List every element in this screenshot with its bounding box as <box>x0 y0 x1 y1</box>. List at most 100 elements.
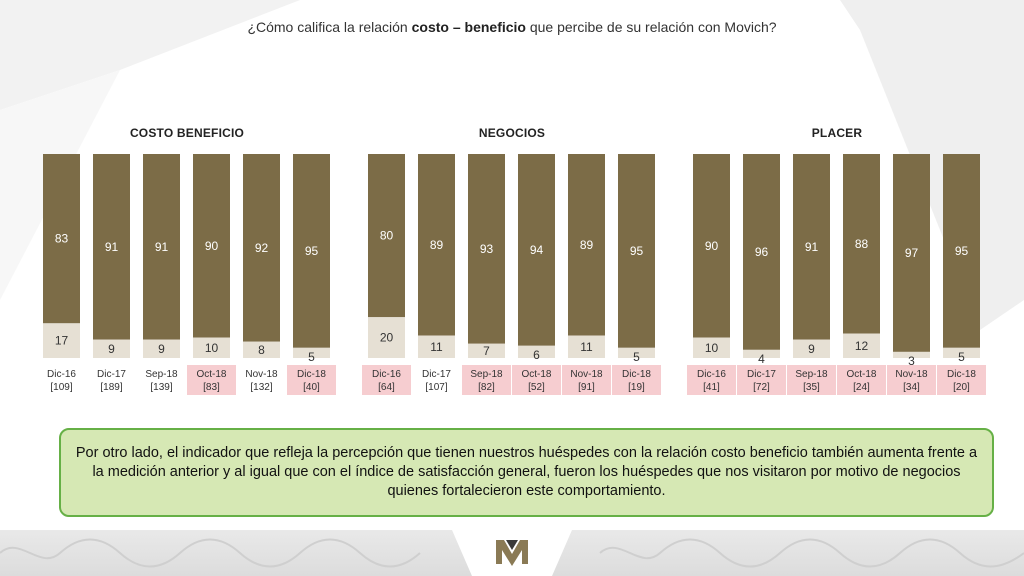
data-label-bottom: 10 <box>705 341 719 355</box>
data-label-top: 89 <box>430 238 444 252</box>
label-highlight <box>837 365 886 395</box>
label-highlight <box>687 365 736 395</box>
commentary-text: Por otro lado, el indicador que refleja … <box>75 445 978 499</box>
category-label: Dic-17 <box>747 369 776 380</box>
data-label-bottom: 20 <box>380 331 394 345</box>
bar-segment-bottom <box>93 339 130 358</box>
data-label-top: 95 <box>955 244 969 258</box>
bar-segment-bottom <box>793 339 830 358</box>
base-size-label: [72] <box>753 382 770 393</box>
data-label-top: 80 <box>380 229 394 243</box>
bar-segment-top <box>43 154 80 324</box>
data-label-bottom: 9 <box>808 342 815 356</box>
bar-segment-top <box>743 154 780 350</box>
title-pre: ¿Cómo califica la relación <box>247 19 412 35</box>
data-label-bottom: 6 <box>533 348 540 362</box>
category-label: Dic-18 <box>947 369 976 380</box>
bar-segment-top <box>793 154 830 340</box>
bar-segment-bottom <box>943 347 980 358</box>
base-size-label: [64] <box>378 382 395 393</box>
bar-segment-bottom <box>518 345 555 358</box>
base-size-label: [34] <box>903 382 920 393</box>
label-highlight <box>887 365 936 395</box>
label-highlight <box>287 365 336 395</box>
data-label-top: 89 <box>580 238 594 252</box>
base-size-label: [83] <box>203 382 220 393</box>
bar-segment-top <box>943 154 980 348</box>
base-size-label: [24] <box>853 382 870 393</box>
bar-segment-bottom <box>743 349 780 358</box>
label-highlight <box>612 365 661 395</box>
label-highlight <box>562 365 611 395</box>
data-label-top: 90 <box>205 239 219 253</box>
data-label-top: 83 <box>55 232 69 246</box>
bar-segment-bottom <box>843 333 880 358</box>
label-highlight <box>187 365 236 395</box>
data-label-bottom: 3 <box>908 354 915 368</box>
data-label-bottom: 9 <box>108 342 115 356</box>
label-highlight <box>512 365 561 395</box>
data-label-bottom: 4 <box>758 352 765 366</box>
bar-segment-top <box>93 154 130 340</box>
data-label-bottom: 5 <box>308 350 315 364</box>
category-label: Dic-17 <box>97 369 126 380</box>
category-label: Sep-18 <box>795 369 828 380</box>
data-label-top: 91 <box>105 240 119 254</box>
category-label: Sep-18 <box>145 369 178 380</box>
bar-segment-top <box>568 154 605 336</box>
base-size-label: [82] <box>478 382 495 393</box>
base-size-label: [35] <box>803 382 820 393</box>
base-size-label: [52] <box>528 382 545 393</box>
bar-segment-top <box>693 154 730 338</box>
data-label-bottom: 9 <box>158 342 165 356</box>
base-size-label: [139] <box>150 382 172 393</box>
bar-segment-bottom <box>618 347 655 358</box>
bar-segment-top <box>518 154 555 346</box>
bar-segment-bottom <box>368 317 405 358</box>
category-label: Dic-16 <box>47 369 76 380</box>
bar-segment-top <box>893 154 930 352</box>
group-title-negocios: NEGOCIOS <box>478 126 546 140</box>
bar-segment-top <box>418 154 455 336</box>
group-title-placer: PLACER <box>811 126 863 140</box>
category-label: Nov-18 <box>245 369 278 380</box>
data-label-top: 91 <box>805 240 819 254</box>
slide-title: ¿Cómo califica la relación costo – benef… <box>212 18 812 36</box>
data-label-bottom: 11 <box>580 340 593 354</box>
category-label: Nov-18 <box>570 369 603 380</box>
bar-segment-top <box>368 154 405 318</box>
base-size-label: [107] <box>425 382 447 393</box>
data-label-top: 93 <box>480 242 494 256</box>
bar-segment-bottom <box>693 337 730 358</box>
bar-segment-top <box>243 154 280 342</box>
commentary-box: Por otro lado, el indicador que refleja … <box>59 428 994 517</box>
footer-ornament <box>0 538 1024 568</box>
base-size-label: [40] <box>303 382 320 393</box>
data-label-bottom: 12 <box>855 339 869 353</box>
category-label: Oct-18 <box>196 369 226 380</box>
logo-plate <box>452 530 572 576</box>
bar-segment-bottom <box>43 323 80 358</box>
label-highlight <box>462 365 511 395</box>
bar-segment-top <box>618 154 655 348</box>
label-highlight <box>362 365 411 395</box>
category-label: Dic-16 <box>697 369 726 380</box>
base-size-label: [20] <box>953 382 970 393</box>
data-label-top: 95 <box>630 244 644 258</box>
bar-segment-bottom <box>893 351 930 358</box>
base-size-label: [19] <box>628 382 645 393</box>
data-label-top: 94 <box>530 243 544 257</box>
label-highlight <box>787 365 836 395</box>
bar-segment-bottom <box>418 335 455 358</box>
data-label-bottom: 11 <box>430 340 443 354</box>
bar-segment-bottom <box>143 339 180 358</box>
data-label-bottom: 10 <box>205 341 219 355</box>
bar-segment-bottom <box>293 347 330 358</box>
bar-segment-top <box>143 154 180 340</box>
data-label-bottom: 7 <box>483 344 490 358</box>
base-size-label: [41] <box>703 382 720 393</box>
category-label: Nov-18 <box>895 369 928 380</box>
data-label-top: 90 <box>705 239 719 253</box>
bar-segment-top <box>468 154 505 344</box>
base-size-label: [109] <box>50 382 72 393</box>
